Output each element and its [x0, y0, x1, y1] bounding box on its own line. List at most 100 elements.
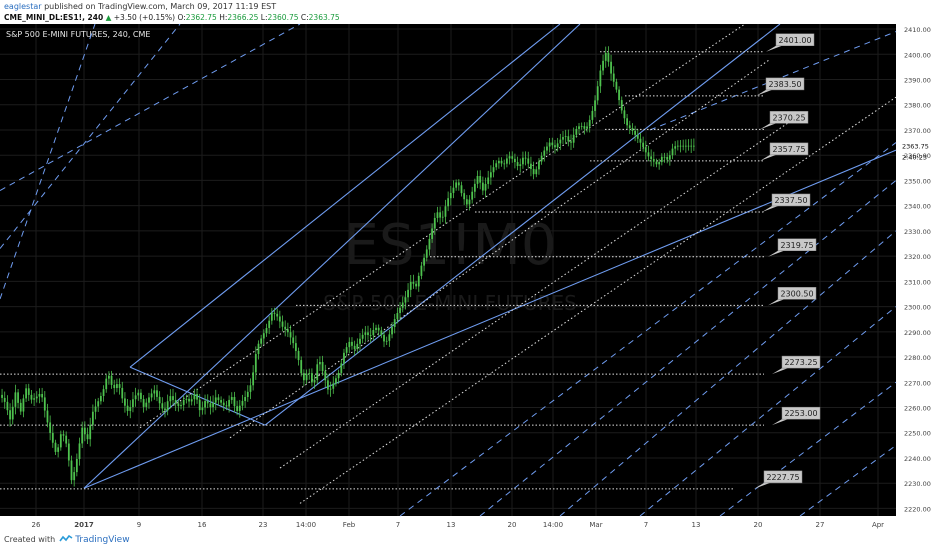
candle-body	[623, 110, 626, 119]
channel-dashed-line	[0, 24, 301, 191]
candle-body	[473, 183, 476, 192]
candle-body	[281, 321, 284, 327]
candle-body	[142, 399, 145, 407]
candle-body	[164, 408, 166, 411]
candle-body	[340, 363, 343, 373]
candle-body	[580, 126, 583, 127]
candle-body	[132, 399, 134, 408]
candle-body	[311, 373, 313, 383]
y-tick-label: 2250.00	[904, 430, 931, 438]
y-tick-label: 2290.00	[904, 329, 931, 337]
candle-body	[618, 89, 620, 101]
candle-body	[503, 163, 506, 165]
candle-body	[484, 183, 487, 191]
candle-body	[201, 407, 204, 411]
candle-body	[457, 182, 460, 186]
candle-body	[25, 388, 27, 399]
candle-body	[468, 199, 471, 205]
y-tick-label: 2320.00	[904, 253, 931, 261]
y-tick-label: 2360.00	[904, 152, 931, 160]
candle-body	[380, 330, 383, 335]
candle-body	[567, 136, 570, 142]
callout-pointer	[756, 89, 772, 96]
candle-body	[41, 393, 44, 398]
candle-body	[423, 257, 425, 266]
candle-body	[348, 341, 351, 348]
candle-body	[206, 400, 209, 404]
y-tick-label: 2300.00	[904, 304, 931, 312]
y-tick-label: 2280.00	[904, 354, 931, 362]
level-label-text: 2227.75	[766, 473, 799, 482]
level-label-box	[781, 406, 821, 420]
candle-body	[519, 164, 522, 166]
candle-body	[353, 345, 356, 350]
candle-body	[391, 326, 393, 335]
candle-body	[99, 396, 102, 402]
candle-body	[562, 137, 564, 140]
candle-body	[364, 332, 367, 335]
callout-pointer	[760, 154, 776, 161]
candle-body	[543, 150, 546, 156]
candle-body	[551, 142, 554, 146]
candle-body	[634, 130, 637, 135]
candle-body	[150, 393, 153, 398]
candle-body	[452, 187, 455, 193]
candle-body	[556, 143, 559, 148]
candle-body	[316, 364, 319, 381]
candle-body	[401, 302, 404, 308]
candle-body	[335, 378, 337, 384]
time-axis[interactable]	[0, 516, 896, 532]
y-tick-label: 2340.00	[904, 203, 931, 211]
candle-body	[126, 405, 129, 411]
y-tick-label: 2240.00	[904, 455, 931, 463]
callout-pointer	[754, 482, 770, 489]
x-tick-label: 27	[816, 521, 825, 529]
candle-body	[626, 118, 628, 126]
candle-body	[500, 160, 503, 164]
candle-body	[660, 156, 663, 163]
watermark-name: S&P 500 E-MINI FUTURES	[323, 291, 577, 315]
candle-body	[73, 472, 76, 481]
candle-body	[225, 405, 228, 407]
candle-body	[46, 410, 49, 423]
price-levels[interactable]	[0, 51, 764, 490]
author-link[interactable]: eaglestar	[4, 2, 42, 11]
low-label: L:	[258, 13, 268, 22]
candle-body	[682, 145, 685, 147]
candle-body	[460, 185, 463, 194]
price-axis[interactable]	[896, 24, 932, 532]
candle-body	[161, 403, 164, 409]
candle-body	[83, 427, 86, 435]
candle-body	[273, 312, 276, 314]
candle-body	[148, 397, 150, 403]
y-tick-label: 2370.00	[904, 127, 931, 135]
candle-body	[49, 422, 52, 433]
candle-body	[121, 387, 124, 399]
candle-body	[3, 397, 6, 402]
x-tick-label: Apr	[872, 521, 884, 529]
price-chart[interactable]: ES1!M0 S&P 500 E-MINI FUTURES S&P 500 E-…	[0, 24, 932, 532]
candle-body	[286, 329, 289, 333]
candle-body	[337, 372, 340, 379]
tradingview-brand[interactable]: TradingView	[75, 535, 130, 545]
candle-body	[359, 338, 361, 344]
candle-body	[415, 283, 417, 287]
candle-body	[230, 397, 233, 400]
candle-body	[329, 388, 332, 390]
candle-body	[508, 156, 511, 159]
created-with: Created with TradingView	[4, 535, 130, 545]
level-label-text: 2383.50	[768, 80, 801, 89]
x-tick-label: 2017	[74, 521, 94, 529]
candle-body	[471, 191, 474, 200]
candle-body	[522, 157, 524, 165]
x-tick-label: 23	[259, 521, 268, 529]
candle-body	[409, 281, 412, 290]
quote-line: CME_MINI_DL:ES1!, 240 ▲ +3.50 (+0.15%) O…	[4, 13, 340, 22]
y-tick-label: 2310.00	[904, 278, 931, 286]
channel-dotted-line	[279, 114, 801, 469]
level-labels[interactable]: 2401.00 2383.50 2370.25 2357.75 2337.50 2319.…	[754, 33, 821, 489]
candle-body	[375, 327, 377, 330]
channel-dashed-line	[559, 230, 897, 517]
candle-body	[81, 427, 84, 444]
candle-body	[676, 145, 679, 147]
